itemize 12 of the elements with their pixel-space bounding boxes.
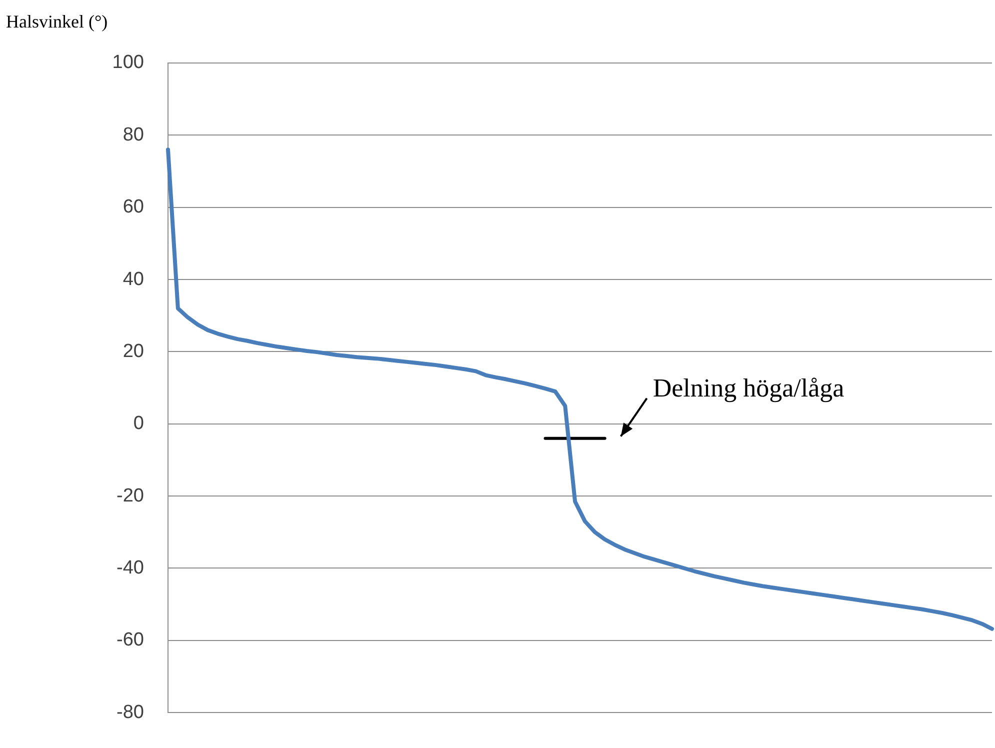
y-tick-label: -60: [116, 630, 144, 651]
y-tick-label: 80: [122, 124, 144, 146]
y-tick-label: 0: [133, 413, 144, 434]
y-tick-label: -20: [116, 485, 144, 506]
y-tick-label: -80: [116, 702, 144, 723]
y-tick-label: 100: [112, 52, 144, 74]
y-tick-label: 20: [122, 340, 144, 362]
y-tick-label: 40: [122, 268, 144, 290]
annotation: Delning höga/låga: [652, 373, 845, 402]
y-tick-label: -40: [116, 557, 144, 578]
y-tick-label: 60: [122, 196, 144, 218]
y-axis-title: Halsvinkel (°): [6, 12, 108, 32]
